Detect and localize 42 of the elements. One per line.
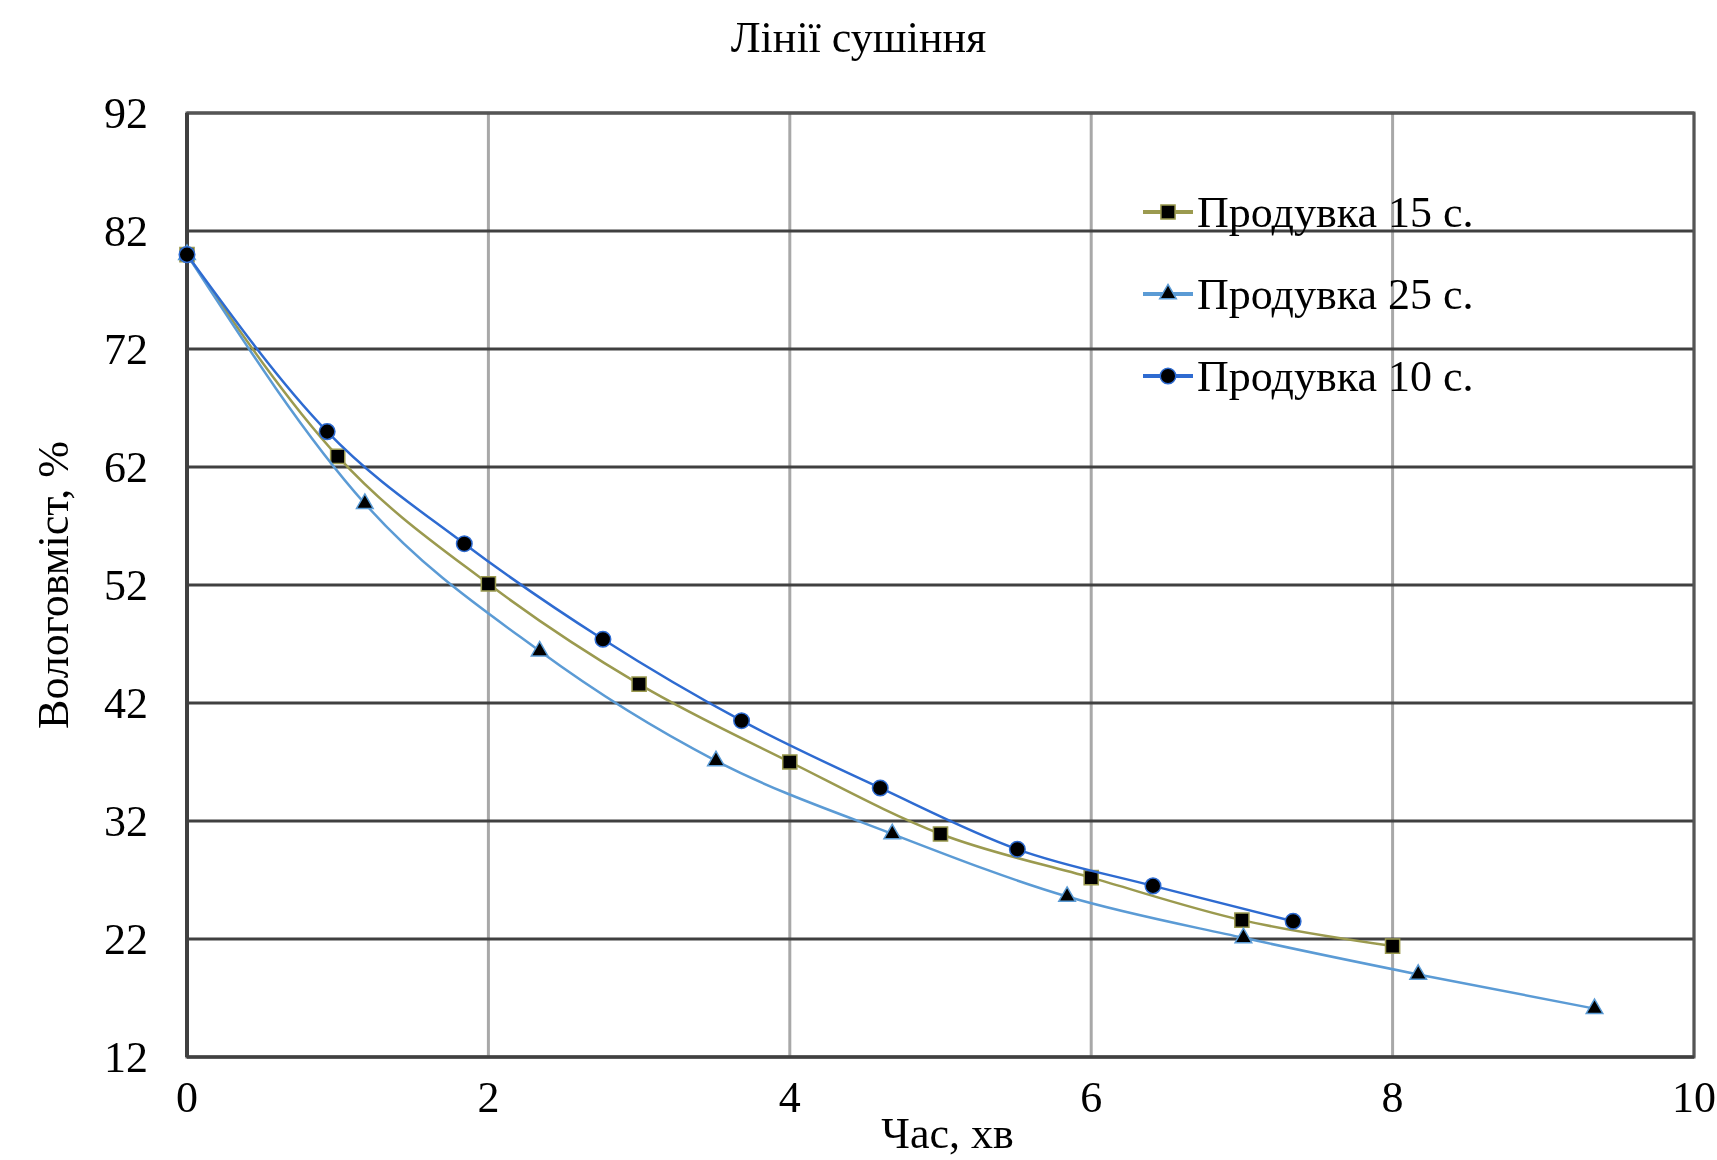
point <box>733 712 751 730</box>
y-tick-label: 62 <box>104 442 148 492</box>
y-tick-label: 42 <box>104 678 148 728</box>
point <box>1409 964 1428 980</box>
x-tick-label: 10 <box>1672 1073 1716 1122</box>
x-tick-label: 8 <box>1381 1073 1404 1122</box>
point <box>1234 912 1250 928</box>
point <box>871 779 889 797</box>
x-axis-title: Час, хв <box>881 1109 1014 1158</box>
point <box>932 826 949 842</box>
point <box>781 754 798 770</box>
point <box>455 535 473 553</box>
point <box>594 630 612 648</box>
point <box>1585 998 1604 1015</box>
chart-title: Лінії сушіння <box>730 13 987 62</box>
point <box>1284 912 1302 930</box>
point <box>883 823 902 840</box>
y-tick-label: 32 <box>104 796 148 846</box>
point <box>329 448 346 465</box>
point <box>1058 886 1077 903</box>
point <box>318 423 336 441</box>
point <box>1144 877 1162 895</box>
point <box>1234 927 1253 944</box>
legend-label: Продувка 25 с. <box>1197 269 1474 319</box>
y-tick-label: 12 <box>104 1032 148 1082</box>
x-tick-label: 0 <box>176 1073 198 1122</box>
legend-label: Продувка 10 с. <box>1197 351 1474 401</box>
x-tick-label: 4 <box>778 1073 801 1122</box>
y-axis-title: Вологовміст, % <box>29 441 78 729</box>
y-tick-label: 72 <box>104 324 148 374</box>
y-tick-label: 82 <box>104 206 148 256</box>
point <box>706 750 726 767</box>
x-tick-label: 6 <box>1080 1073 1103 1122</box>
y-tick-label: 92 <box>104 88 148 138</box>
y-tick-label: 52 <box>104 560 148 610</box>
point <box>1008 840 1026 858</box>
legend-label: Продувка 15 с. <box>1197 187 1474 237</box>
y-tick-label: 22 <box>104 914 148 964</box>
point <box>631 676 647 692</box>
x-tick-label: 2 <box>477 1073 500 1122</box>
point <box>1384 938 1401 954</box>
point <box>480 576 497 592</box>
